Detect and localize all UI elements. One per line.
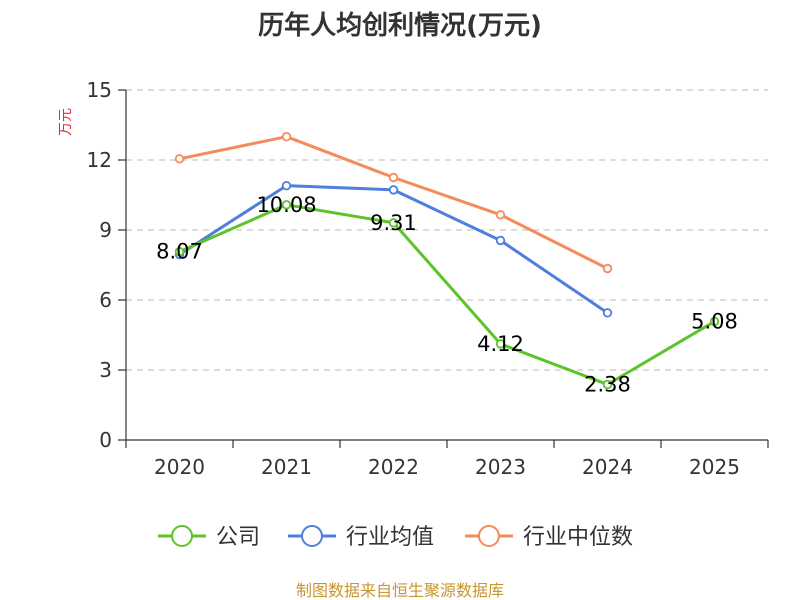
data-label: 10.08 [256,193,316,217]
x-tick-labels: 2020 2021 2022 2023 2024 2025 [154,455,740,479]
data-point [495,339,506,349]
data-point [495,235,506,246]
y-tick-label: 15 [87,78,112,102]
y-axis-label: 万元 [58,108,74,136]
grid-lines [126,89,768,371]
data-point [174,246,185,257]
data-point [174,154,185,164]
chart-title: 历年人均创利情况(万元) [258,10,542,41]
data-point [495,210,506,220]
data-point [602,308,613,318]
data-label: 4.12 [477,332,524,356]
legend-marker [301,525,323,547]
y-tick-labels: 0 3 6 9 12 15 [87,78,112,452]
y-tick-label: 9 [99,218,112,242]
x-tick-label: 2025 [689,455,740,479]
series-group [174,131,720,390]
legend-label: 公司 [216,525,260,550]
data-point [602,379,613,390]
y-tick-label: 6 [99,288,112,312]
axes [118,89,769,448]
x-tick-label: 2023 [475,455,526,479]
data-point [388,218,399,228]
y-tick-label: 12 [87,148,112,172]
data-label: 2.38 [584,372,631,396]
data-point [281,180,292,191]
data-labels: 8.07 10.08 9.31 4.12 2.38 5.08 [156,193,738,397]
y-tick-label: 0 [99,428,112,452]
legend-label: 行业均值 [346,525,434,550]
data-label: 5.08 [691,309,738,333]
series-line-0 [178,203,716,386]
data-label: 8.07 [156,240,203,264]
legend-marker [478,525,500,547]
series-line-1 [178,184,609,315]
x-tick-label: 2024 [582,455,633,479]
data-point [388,185,399,195]
data-point [281,131,292,142]
x-tick-label: 2020 [154,455,205,479]
data-point [709,316,720,327]
legend-label: 行业中位数 [523,525,633,550]
data-point [281,200,292,210]
data-point [388,172,399,183]
legend-marker [171,525,193,547]
data-label: 9.31 [370,211,417,235]
y-tick-label: 3 [99,358,112,382]
source-note: 制图数据来自恒生聚源数据库 [296,581,504,600]
x-tick-label: 2022 [368,455,419,479]
legend: 公司 行业均值 行业中位数 [158,525,633,550]
data-point [602,263,613,274]
x-tick-label: 2021 [261,455,312,479]
series-line-2 [179,135,609,270]
